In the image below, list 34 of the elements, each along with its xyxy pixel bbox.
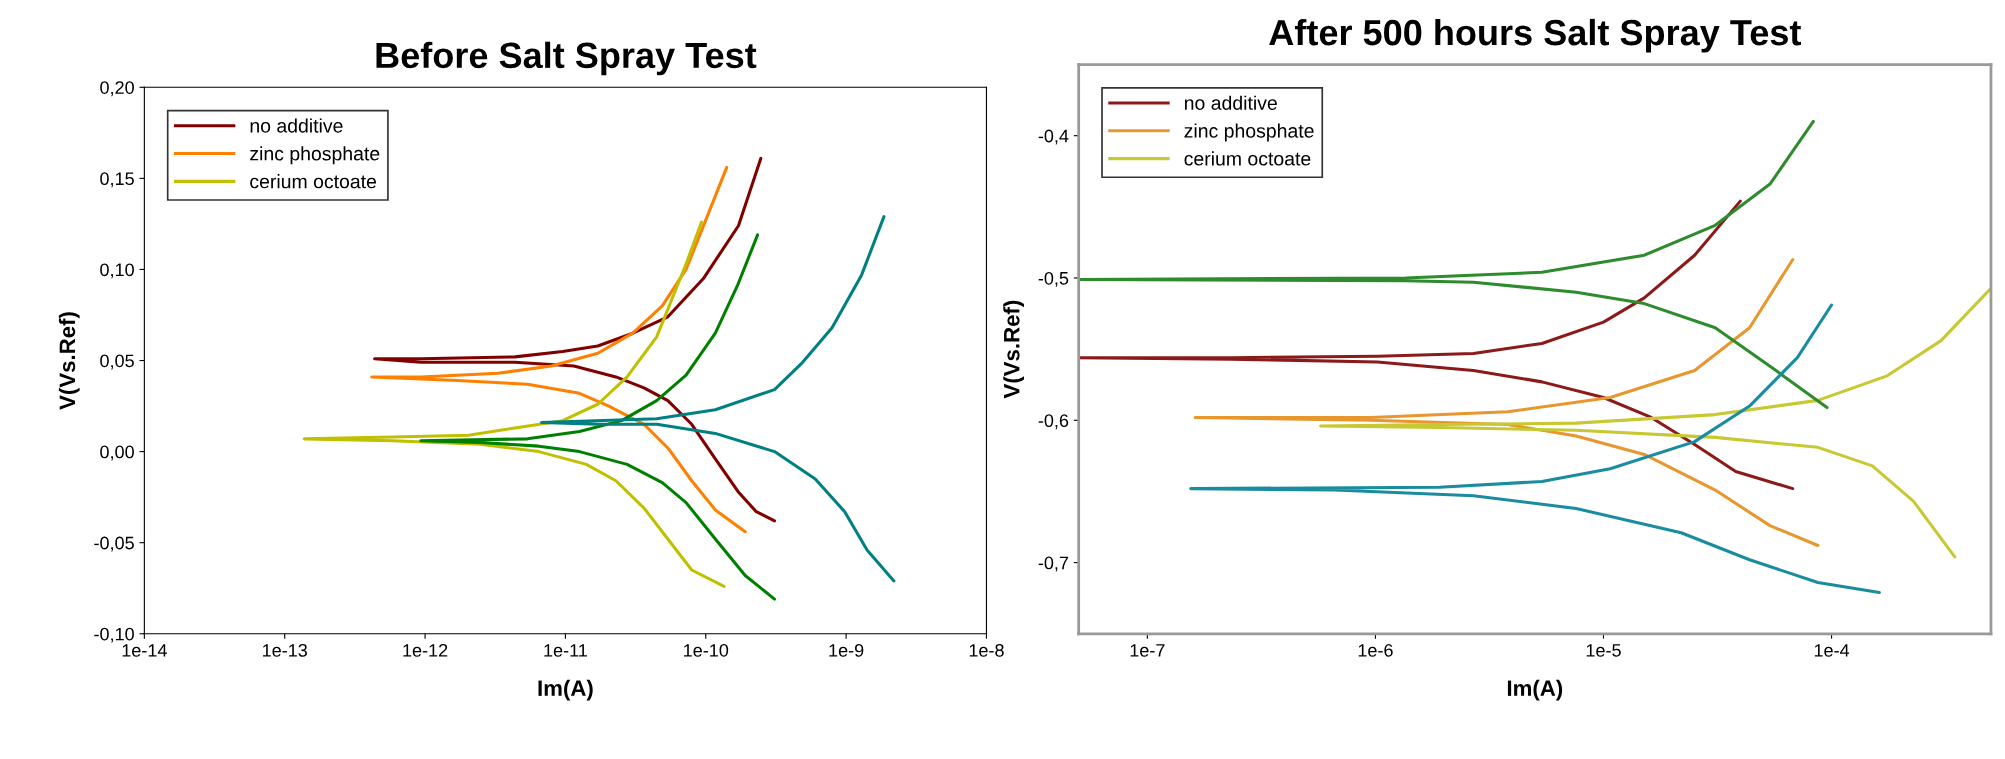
x-tick-label: 1e-10 xyxy=(684,643,729,657)
y-tick-label: -0,5 xyxy=(1038,271,1069,287)
y-tick-label: 0,10 xyxy=(100,263,134,279)
x-tick-label: 1e-4 xyxy=(1814,644,1850,657)
x-tick-label: 1e-13 xyxy=(263,643,308,657)
x-tick-label: 1e-5 xyxy=(1586,644,1621,657)
y-tick-label: -0,10 xyxy=(94,627,134,643)
y-axis-title: V(Vs.Ref) xyxy=(58,312,80,410)
legend-label: cerium octoate xyxy=(1184,151,1311,166)
legend-label: no additive xyxy=(250,118,343,133)
x-tick-label: 1e-9 xyxy=(829,643,864,657)
y-tick-label: 0,05 xyxy=(100,354,134,370)
x-tick-label: 1e-14 xyxy=(122,644,167,657)
x-axis-title: Im(A) xyxy=(538,679,593,701)
chart-title: Before Salt Spray Test xyxy=(376,41,757,76)
x-tick-label: 1e-12 xyxy=(403,643,448,657)
y-tick-label: 0,15 xyxy=(100,172,134,188)
y-tick-label: -0,4 xyxy=(1038,129,1069,145)
legend-label: no additive xyxy=(1184,95,1277,110)
y-tick-label: -0,6 xyxy=(1038,414,1069,430)
y-tick-label: 0,20 xyxy=(100,81,134,97)
chart-title: After 500 hours Salt Spray Test xyxy=(1269,18,1801,53)
y-tick-label: -0,7 xyxy=(1038,556,1069,572)
y-tick-label: 0,00 xyxy=(100,445,134,461)
legend-label: zinc phosphate xyxy=(1184,123,1314,142)
legend-label: cerium octoate xyxy=(250,174,377,189)
x-tick-label: 1e-11 xyxy=(544,644,587,657)
x-axis-title: Im(A) xyxy=(1507,679,1563,701)
x-tick-label: 1e-8 xyxy=(969,643,1004,657)
y-axis-title: V(Vs.Ref) xyxy=(1003,300,1024,399)
x-tick-label: 1e-6 xyxy=(1358,643,1393,657)
y-tick-label: -0,05 xyxy=(94,536,134,552)
x-tick-label: 1e-7 xyxy=(1130,644,1165,657)
legend-label: zinc phosphate xyxy=(250,146,380,165)
